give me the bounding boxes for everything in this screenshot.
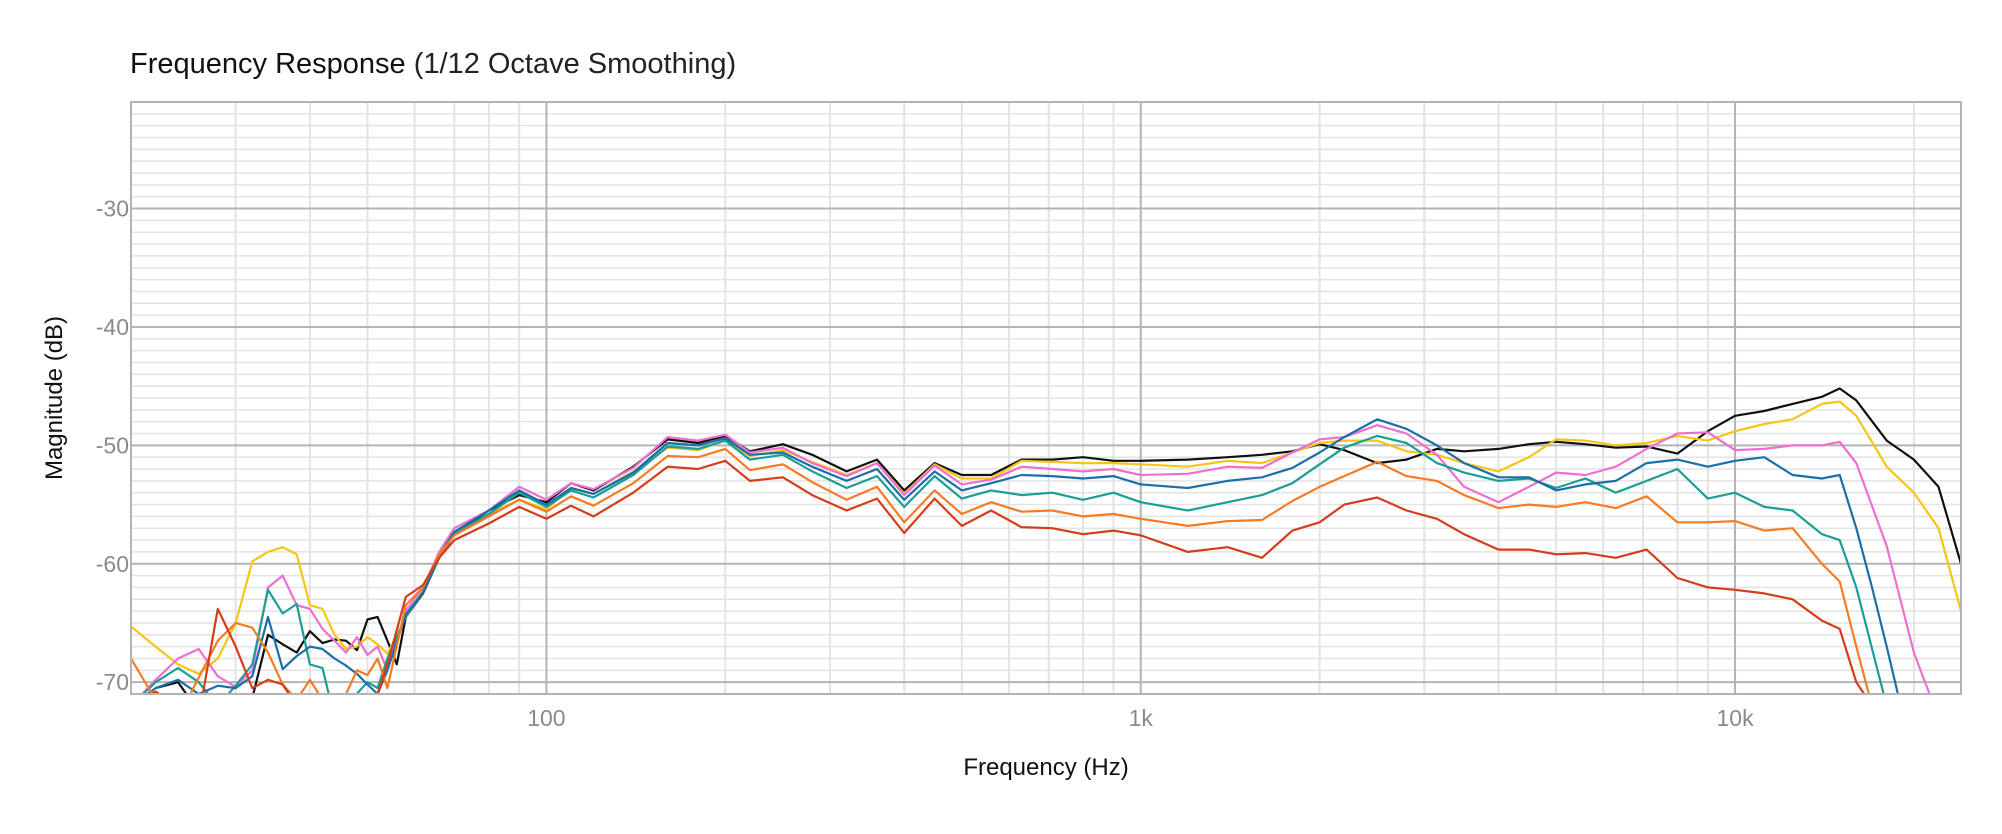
series-line-7 [149, 459, 1866, 694]
chart-title: Frequency Response (1/12 Octave Smoothin… [130, 48, 736, 81]
series-line-6 [131, 447, 1871, 694]
series-layer [131, 387, 1961, 694]
plot-border [130, 101, 1962, 695]
minor-grid [130, 101, 1961, 695]
chart-subtitle: (1/12 Octave Smoothing) [413, 48, 737, 80]
x-axis-title: Frequency (Hz) [963, 754, 1128, 781]
series-line-4 [141, 434, 1885, 694]
y-tick-label: -30 [96, 196, 129, 222]
y-tick-label: -40 [96, 314, 129, 340]
major-grid [131, 102, 1961, 694]
x-tick-label: 100 [527, 705, 565, 731]
y-axis-ticks: -30 -40 -50 -60 -70 [96, 196, 129, 696]
x-tick-label: 1k [1129, 705, 1154, 731]
x-tick-label: 10k [1716, 705, 1754, 731]
y-tick-label: -60 [96, 551, 129, 577]
series-line-3 [140, 424, 1931, 694]
y-axis-title: Magnitude (dB) [41, 316, 68, 480]
x-axis-ticks: 100 1k 10k [527, 705, 1754, 731]
y-tick-label: -50 [96, 432, 129, 458]
series-line-1 [155, 387, 1961, 694]
series-line-5 [145, 418, 1900, 694]
chart-title-main: Frequency Response [130, 48, 406, 80]
y-tick-label: -70 [96, 669, 129, 695]
